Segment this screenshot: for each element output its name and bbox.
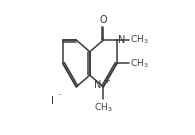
Text: CH$_3$: CH$_3$ [130,34,149,46]
Text: N: N [118,35,126,45]
Text: O: O [99,15,107,25]
Text: CH$_3$: CH$_3$ [94,101,113,114]
Text: I: I [51,96,53,106]
Text: ⁻: ⁻ [58,94,61,99]
Text: +: + [103,76,110,85]
Text: N: N [94,80,102,90]
Text: CH$_3$: CH$_3$ [130,57,149,70]
